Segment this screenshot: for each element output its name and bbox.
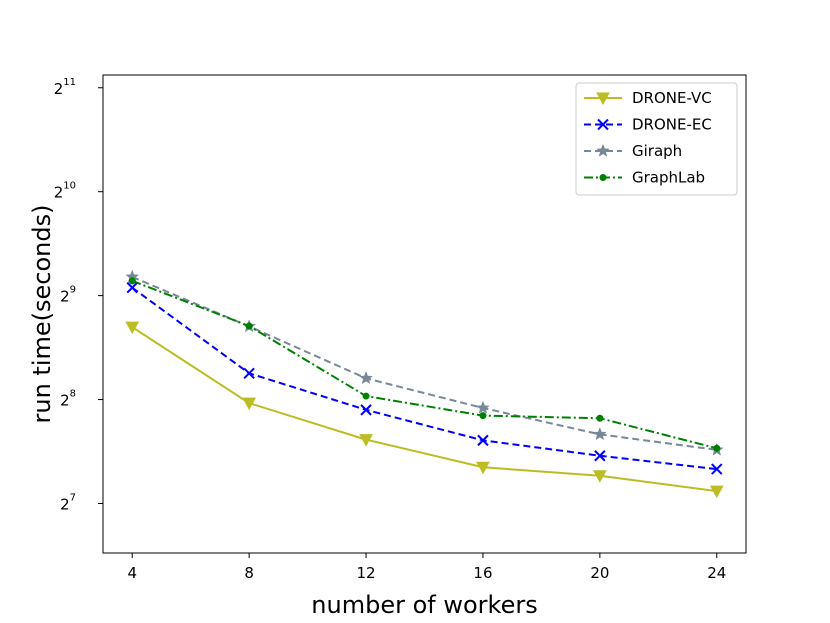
legend: DRONE-VC DRONE-EC Giraph GraphLab (575, 82, 738, 196)
series-line (131, 276, 717, 451)
x-tick-label: 20 (590, 564, 609, 582)
data-point (593, 470, 607, 483)
data-point (477, 434, 489, 447)
data-point (479, 412, 487, 420)
series-line (131, 326, 717, 493)
y-tick-label: 211 (54, 77, 76, 98)
data-point (243, 367, 255, 380)
data-point (713, 444, 721, 452)
x-tick-label: 8 (244, 564, 254, 582)
legend-label: DRONE-VC (632, 89, 712, 107)
data-point (711, 463, 723, 475)
legend-entry: DRONE-VC (584, 89, 712, 107)
x-tick-label: 4 (127, 564, 137, 582)
y-axis-label: run time(seconds) (28, 205, 56, 424)
series-layer (125, 269, 724, 499)
y-tick-base: 2 (60, 392, 70, 410)
data-point (359, 434, 373, 447)
y-tick-label: 27 (60, 492, 76, 513)
data-point (125, 321, 140, 335)
legend-entry: DRONE-EC (584, 116, 712, 134)
y-tick-label: 29 (60, 285, 76, 306)
x-axis-label: number of workers (311, 591, 537, 619)
series-graphlab (128, 277, 721, 452)
data-point (596, 414, 604, 422)
x-axis: 4 8 12 16 20 24 (127, 553, 726, 582)
data-point (594, 450, 606, 462)
series-drone-vc (125, 321, 724, 499)
data-point (476, 461, 490, 475)
data-point (242, 397, 256, 411)
data-point (360, 404, 372, 416)
data-point (126, 281, 138, 294)
y-tick-label: 210 (54, 181, 76, 202)
data-point (709, 485, 724, 499)
data-point (593, 427, 607, 441)
y-tick-base: 2 (60, 495, 70, 513)
legend-box (575, 82, 738, 196)
series-drone-ec (126, 281, 723, 475)
y-tick-label: 28 (60, 389, 76, 410)
y-tick-exponent: 11 (63, 77, 76, 88)
data-point (359, 371, 373, 385)
data-point (128, 277, 136, 285)
plot-frame (102, 74, 747, 554)
legend-entry: Giraph (584, 142, 682, 160)
y-tick-exponent: 7 (70, 492, 76, 503)
legend-marker (599, 174, 607, 181)
y-tick-exponent: 8 (70, 389, 76, 400)
y-tick-exponent: 9 (70, 285, 76, 296)
x-tick-label: 16 (473, 564, 492, 582)
series-line (131, 286, 717, 471)
data-point (245, 322, 253, 330)
y-tick-base: 2 (60, 288, 70, 306)
legend-entry: GraphLab (584, 169, 705, 187)
legend-label: GraphLab (632, 169, 705, 187)
data-point (362, 392, 370, 400)
y-tick-base: 2 (54, 184, 64, 202)
legend-marker (596, 92, 610, 106)
legend-marker (597, 118, 609, 131)
series-line (131, 279, 718, 450)
data-point (476, 400, 490, 414)
legend-label: Giraph (632, 142, 682, 160)
legend-marker (596, 143, 610, 157)
legend-label: DRONE-EC (632, 116, 712, 134)
y-tick-base: 2 (54, 80, 64, 98)
y-tick-exponent: 10 (63, 181, 76, 192)
x-tick-label: 24 (707, 564, 726, 582)
x-tick-label: 12 (356, 564, 375, 582)
